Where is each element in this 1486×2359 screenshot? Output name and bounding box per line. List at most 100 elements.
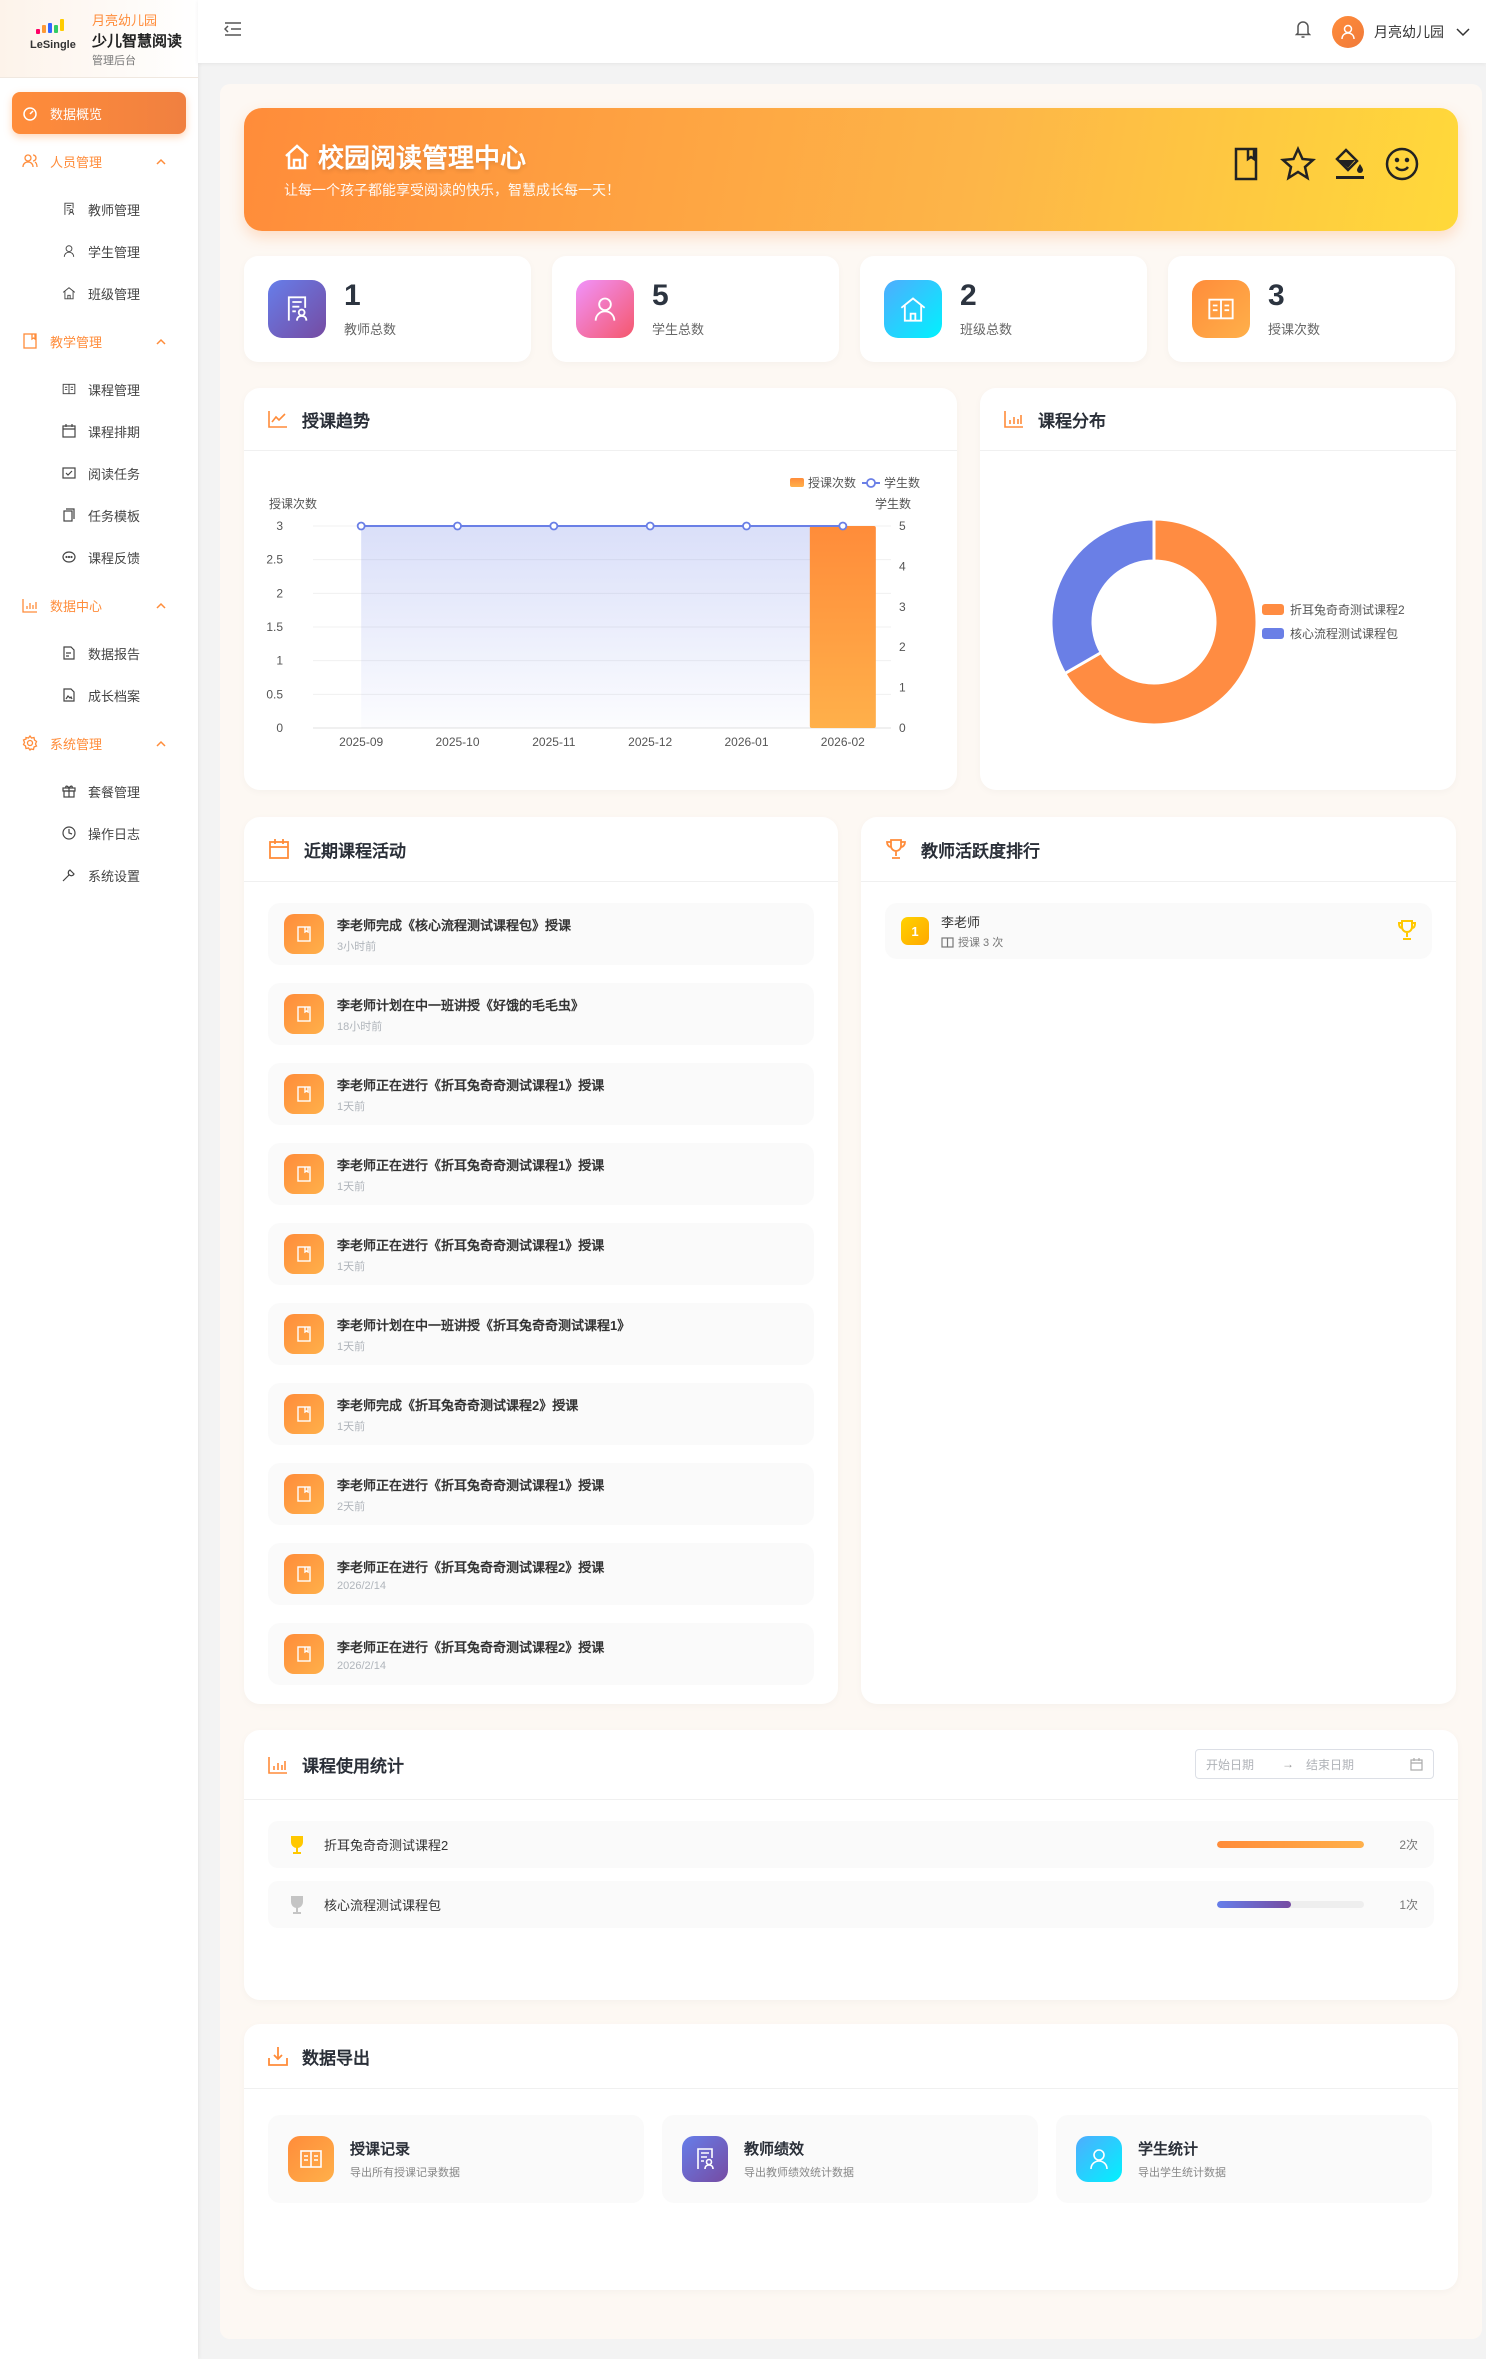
activity-item[interactable]: 李老师正在进行《折耳兔奇奇测试课程1》授课 1天前 [268,1063,814,1125]
sidebar-item-label: 数据报告 [88,646,141,662]
sidebar-item-label: 系统设置 [88,868,141,884]
sidebar-item[interactable]: 课程反馈 [12,536,186,578]
sidebar-group-0[interactable]: 人员管理 [12,140,186,182]
activity-item[interactable]: 李老师正在进行《折耳兔奇奇测试课程2》授课 2026/2/14 [268,1623,814,1685]
sidebar-item[interactable]: 数据报告 [12,632,186,674]
legend-label: 授课次数 [808,475,856,490]
sidebar-item[interactable]: 教师管理 [12,188,186,230]
trophy-icon [1397,920,1417,940]
activity-item[interactable]: 李老师正在进行《折耳兔奇奇测试课程1》授课 1天前 [268,1143,814,1205]
sidebar-item[interactable]: 学生管理 [12,230,186,272]
activity-item[interactable]: 李老师正在进行《折耳兔奇奇测试课程1》授课 1天前 [268,1223,814,1285]
stat-card: 3 授课次数 [1168,256,1455,362]
activity-time: 1天前 [337,1340,366,1353]
sidebar-item-label: 学生管理 [88,244,141,260]
export-item[interactable]: 学生统计导出学生统计数据 [1056,2115,1432,2203]
stat-label: 教师总数 [344,321,397,337]
export-desc: 导出所有授课记录数据 [350,2167,460,2179]
usage-count: 1次 [1399,1898,1418,1912]
book-icon [1234,147,1258,181]
activity-text: 李老师正在进行《折耳兔奇奇测试课程1》授课 [337,1157,605,1173]
activity-time: 2026/2/14 [337,1579,386,1592]
menu-fold-icon[interactable] [224,21,242,37]
sidebar-item-label: 任务模板 [88,508,141,524]
gear-icon [22,735,38,751]
x-tick-label: 2025-09 [339,735,383,749]
end-date-input[interactable]: 结束日期 [1306,1757,1355,1772]
card-title: 课程分布 [1038,411,1106,431]
sidebar-item[interactable]: 任务模板 [12,494,186,536]
line-point-2026-01 [742,521,751,531]
activity-text: 李老师正在进行《折耳兔奇奇测试课程2》授课 [337,1639,605,1655]
y-tick-label: 1 [276,654,283,668]
activity-text: 李老师完成《核心流程测试课程包》授课 [337,917,572,933]
chat-icon [62,551,76,563]
sidebar-item[interactable]: 操作日志 [12,812,186,854]
export-desc: 导出学生统计数据 [1138,2167,1226,2179]
sidebar-group-3[interactable]: 系统管理 [12,722,186,764]
sidebar-item-label: 成长档案 [88,688,141,704]
activity-item[interactable]: 李老师计划在中一班讲授《折耳兔奇奇测试课程1》 1天前 [268,1303,814,1365]
school-name: 月亮幼儿园 [92,12,158,28]
chevron-up-icon [156,740,166,747]
sidebar-item[interactable]: 课程管理 [12,368,186,410]
date-range-picker[interactable]: 开始日期 → 结束日期 [1195,1749,1434,1779]
activity-item[interactable]: 李老师完成《核心流程测试课程包》授课 3小时前 [268,903,814,965]
card-title: 授课趋势 [302,411,370,431]
distribution-chart-card: 课程分布 折耳兔奇奇测试课程2 核心流程测试课程包 [980,388,1456,790]
book-icon [284,1154,324,1194]
lesingle-logo: LeSingle [30,18,78,59]
banner-title: 校园阅读管理中心 [282,138,526,175]
export-title: 学生统计 [1138,2141,1199,2158]
sidebar-item-dashboard[interactable]: 数据概览 [12,92,186,134]
line-point-2026-02 [838,521,848,531]
stat-card: 5 学生总数 [552,256,839,362]
sidebar-group-1[interactable]: 教学管理 [12,320,186,362]
star-icon [1280,146,1316,181]
sidebar-item-label: 教师管理 [88,202,141,218]
stat-label: 授课次数 [1268,321,1321,337]
main-content: 校园阅读管理中心 让每一个孩子都能享受阅读的快乐，智慧成长每一天！ 1 教师总数 5… [220,84,1482,2339]
activity-item[interactable]: 李老师正在进行《折耳兔奇奇测试课程2》授课 2026/2/14 [268,1543,814,1605]
course-usage-row: 核心流程测试课程包 1次 [268,1881,1434,1928]
export-item[interactable]: 教师绩效 导出教师绩效统计数据 [662,2115,1038,2203]
ranking-item[interactable]: 1 李老师 授课 3 次 [885,903,1432,959]
book-icon [284,1474,324,1514]
activity-time: 18小时前 [337,1020,383,1033]
activity-item[interactable]: 李老师完成《折耳兔奇奇测试课程2》授课 1天前 [268,1383,814,1445]
stat-value: 1 [344,278,361,312]
user-name: 月亮幼儿园 [1374,24,1444,40]
legend-swatch-lessons [790,478,804,487]
sidebar-item[interactable]: 系统设置 [12,854,186,896]
home-icon [62,287,76,300]
y2-tick-label: 1 [899,681,906,695]
y2-tick-label: 0 [899,721,906,735]
card-title: 数据导出 [302,2048,370,2068]
sidebar-group-2[interactable]: 数据中心 [12,584,186,626]
sidebar-item[interactable]: 课程排期 [12,410,186,452]
stat-icon-tile [884,280,942,338]
teacher-icon [64,202,75,215]
range-arrow: → [1282,1757,1295,1771]
user-menu[interactable]: 月亮幼儿园 [1332,16,1470,48]
download-icon [268,2047,288,2066]
activity-text: 李老师正在进行《折耳兔奇奇测试课程1》授课 [337,1477,605,1493]
stat-value: 2 [960,278,977,312]
sidebar-item-label: 课程排期 [88,424,141,440]
calendar-icon [62,424,76,438]
trophy-icon [886,839,906,859]
sidebar-item-label: 课程管理 [88,382,141,398]
export-icon-tile [1076,2136,1122,2182]
sidebar-item[interactable]: 阅读任务 [12,452,186,494]
sidebar-item[interactable]: 套餐管理 [12,770,186,812]
copy-icon [63,508,75,522]
sidebar-item[interactable]: 成长档案 [12,674,186,716]
activity-item[interactable]: 李老师计划在中一班讲授《好饿的毛毛虫》 18小时前 [268,983,814,1045]
y2-tick-label: 2 [899,640,906,654]
sidebar-item[interactable]: 班级管理 [12,272,186,314]
y-tick-label: 2 [276,586,283,600]
bell-icon[interactable] [1295,19,1311,39]
export-item[interactable]: 授课记录 导出所有授课记录数据 [268,2115,644,2203]
activity-item[interactable]: 李老师正在进行《折耳兔奇奇测试课程1》授课 2天前 [268,1463,814,1525]
start-date-input[interactable]: 开始日期 [1206,1757,1255,1772]
